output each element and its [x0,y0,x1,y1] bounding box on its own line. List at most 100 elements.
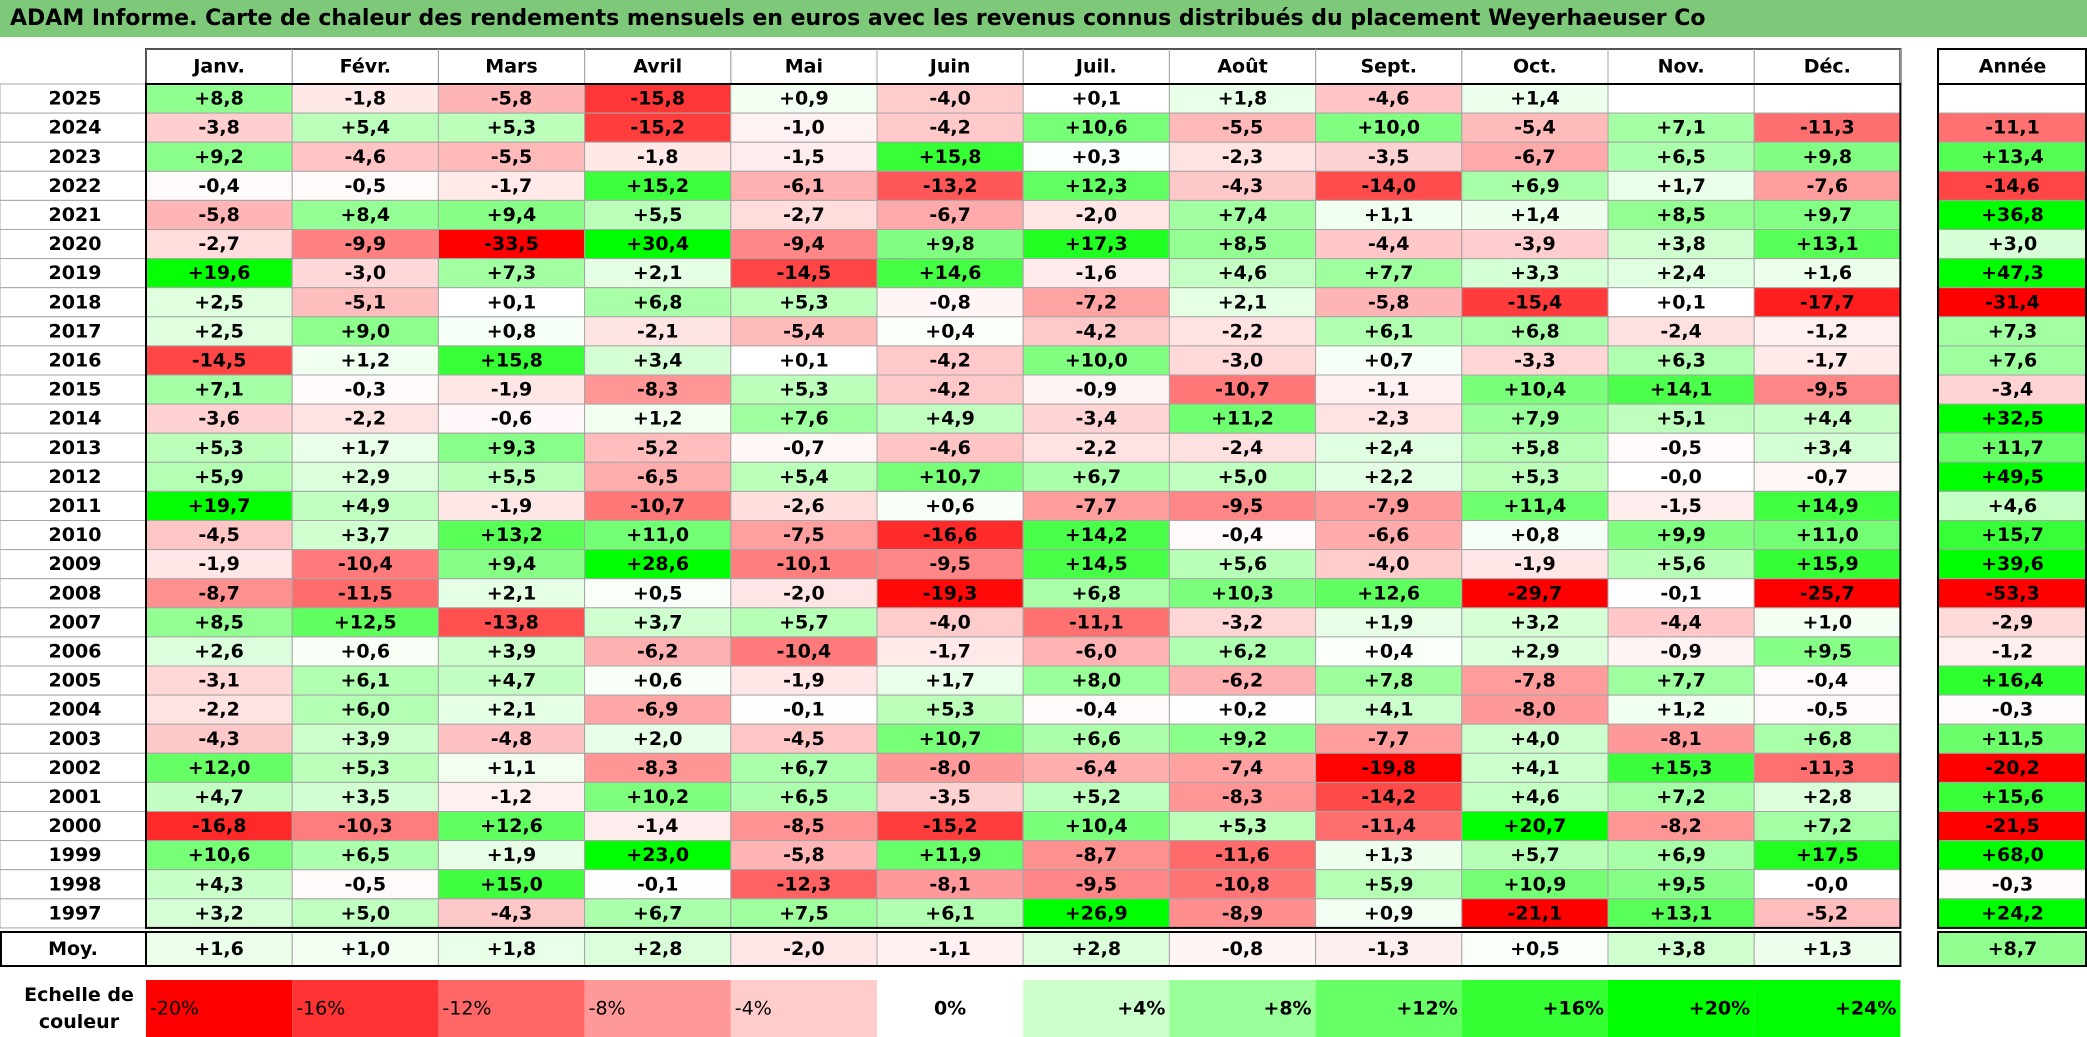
heatmap-cell [876,723,1024,754]
cell-value: -3,4 [1076,408,1118,430]
cell-value: -1,7 [929,640,971,662]
heatmap-cell [1168,141,1317,172]
annual-cell [1937,316,2087,347]
cell-value: +5,1 [1656,408,1706,430]
cell-value: +0,5 [633,582,683,604]
cell-value: +7,2 [1656,786,1706,808]
cell-value: +5,3 [779,291,829,313]
heatmap-cell [1315,898,1463,929]
heatmap-cell [1022,170,1170,201]
heatmap-cell [1461,636,1609,667]
cell-value: +1,1 [1364,204,1414,226]
cell-value: -10,7 [1215,379,1270,401]
heatmap-cell [876,258,1024,289]
month-header: Nov. [1658,56,1705,78]
cell-value: -10,3 [338,815,393,837]
month-header: Janv. [191,56,244,78]
annual-value: +24,2 [1981,902,2044,924]
cell-value: +3,7 [633,611,683,633]
cell-value: -1,9 [1514,553,1556,575]
heatmap-cell [291,461,439,492]
heatmap-cell [876,665,1024,696]
cell-value: +6,7 [779,757,829,779]
heatmap-cell [437,490,586,521]
cell-value: +5,8 [1510,437,1560,459]
cell-value: -2,4 [1222,437,1264,459]
heatmap-cell [145,141,293,172]
average-value: +1,6 [194,938,244,960]
heatmap-cell [1461,287,1609,318]
annual-value: -2,9 [1992,611,2034,633]
cell-value: -7,2 [1076,291,1118,313]
cell-value: -6,1 [783,175,825,197]
cell-value: +3,9 [341,728,391,750]
heatmap-cell [1753,432,1901,463]
cell-value: +5,4 [341,117,391,139]
cell-value: -3,3 [1514,349,1556,371]
cell-value: +6,0 [341,699,391,721]
cell-value: -25,7 [1800,582,1855,604]
cell-value: -4,4 [1660,611,1702,633]
cell-value: -1,5 [783,146,825,168]
cell-value: -7,9 [1368,495,1410,517]
cell-value: +8,0 [1072,670,1122,692]
cell-value: +3,3 [1510,262,1560,284]
cell-value: +6,1 [925,902,975,924]
heatmap-cell [876,869,1024,900]
heatmap-cell [876,287,1024,318]
cell-value: +6,8 [1803,728,1853,750]
cell-value: -0,6 [491,408,533,430]
cell-value: +4,7 [487,670,537,692]
cell-value: -4,6 [345,146,387,168]
heatmap-cell [1022,752,1170,783]
scale-value: -8% [589,998,626,1020]
scale-swatch [1754,980,1901,1037]
heatmap-cell [730,898,878,929]
cell-value: -29,7 [1508,582,1563,604]
annual-value: +15,6 [1981,786,2044,808]
heatmap-cell [584,694,732,725]
cell-value: +15,8 [919,146,982,168]
year-label-cell [0,83,147,114]
heatmap-cell [1607,287,1755,318]
cell-value: -2,1 [637,320,679,342]
heatmap-cell [730,781,878,813]
cell-value: +10,0 [1065,349,1128,371]
heatmap-cell [291,898,439,929]
cell-value: +1,7 [341,437,391,459]
cell-value: +5,5 [487,466,537,488]
scale-value: +20% [1689,998,1750,1020]
heatmap-cell [437,287,586,318]
cell-value: +1,9 [487,844,537,866]
heatmap-cell [730,752,878,783]
scale-swatch [877,980,1024,1037]
cell-value: +14,9 [1796,495,1859,517]
cell-value: +9,4 [487,204,537,226]
cell-value: -11,1 [1069,611,1124,633]
cell-value: -7,7 [1368,728,1410,750]
cell-value: -8,3 [1222,786,1264,808]
cell-value: -9,4 [783,233,825,255]
cell-value: -9,9 [345,233,387,255]
heatmap-cell [1607,723,1755,754]
heatmap-cell [145,287,293,318]
average-cell [584,931,732,967]
cell-value: +4,1 [1364,699,1414,721]
heatmap-cell [1022,549,1170,580]
heatmap-cell [1753,141,1901,172]
year-label: 2021 [49,204,102,226]
cell-value: +14,1 [1650,379,1713,401]
annual-cell [1937,345,2087,376]
heatmap-cell [584,199,732,230]
cell-value: -8,2 [1660,815,1702,837]
cell-value: +6,5 [341,844,391,866]
heatmap-cell [1461,869,1609,900]
cell-value: -1,7 [1807,349,1849,371]
cell-value: +10,4 [1065,815,1128,837]
cell-value: +13,1 [1796,233,1859,255]
heatmap-cell [1607,229,1755,260]
annual-cell [1937,811,2087,842]
cell-value: +6,8 [633,291,683,313]
heatmap-cell [584,432,732,463]
